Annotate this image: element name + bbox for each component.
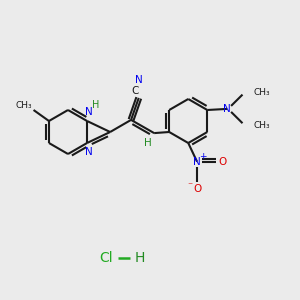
Text: CH₃: CH₃ [254,121,270,130]
Text: C: C [131,86,138,96]
Text: N: N [223,104,231,114]
Text: N: N [85,147,93,157]
Text: N: N [135,75,142,85]
Text: H: H [144,138,152,148]
Text: +: + [199,152,207,161]
Text: H: H [92,100,100,110]
Text: ⁻: ⁻ [188,182,193,191]
Text: H: H [135,251,145,265]
Text: Cl: Cl [99,251,113,265]
Text: N: N [193,157,201,167]
Text: O: O [193,184,201,194]
Text: CH₃: CH₃ [15,101,32,110]
Text: CH₃: CH₃ [254,88,270,97]
Text: N: N [85,107,93,117]
Text: O: O [219,157,227,167]
